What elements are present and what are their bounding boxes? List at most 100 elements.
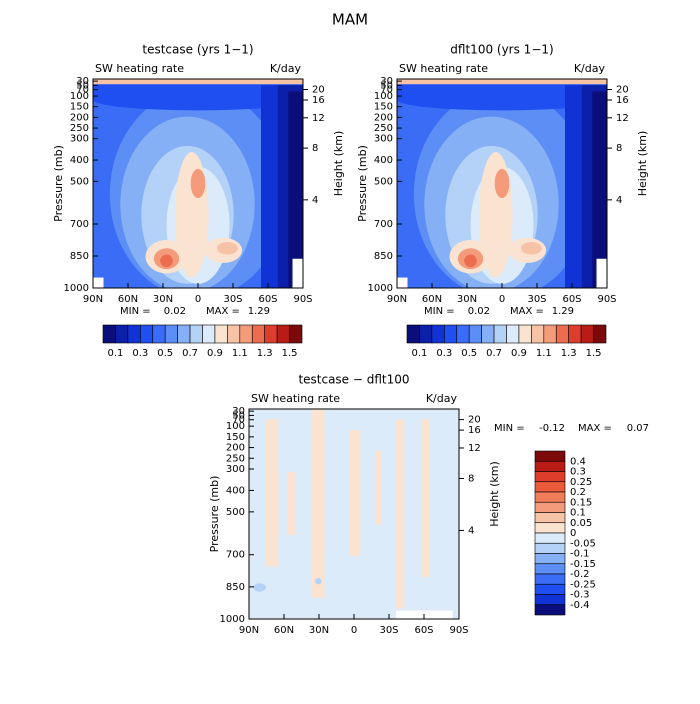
y2-tick-label: 12 bbox=[616, 113, 629, 124]
contour-region bbox=[375, 451, 382, 525]
colorbar-box bbox=[534, 512, 566, 524]
colorbar-box bbox=[227, 324, 241, 344]
y-tick-label: 50 bbox=[232, 410, 245, 421]
y-tick-label: 200 bbox=[374, 112, 393, 123]
y2-tick-label: 16 bbox=[468, 425, 481, 436]
y-tick-label: 100 bbox=[70, 91, 89, 102]
contour-region bbox=[397, 89, 607, 111]
left-string: SW heating rate bbox=[251, 392, 340, 405]
contour-region bbox=[93, 277, 104, 288]
x-tick-label: 0 bbox=[499, 294, 505, 305]
y-tick-label: 250 bbox=[226, 453, 245, 464]
contour-region bbox=[349, 430, 361, 556]
y-tick-label: 700 bbox=[226, 550, 245, 561]
colorbar-label: 0.4 bbox=[570, 456, 586, 467]
colorbar-box bbox=[555, 324, 569, 344]
y2-tick-label: 8 bbox=[468, 473, 474, 484]
colorbar-label: 0.3 bbox=[132, 348, 148, 359]
max-label: MAX = bbox=[578, 423, 612, 434]
min-value: -0.12 bbox=[539, 423, 565, 434]
contour-region bbox=[464, 254, 477, 268]
colorbar-box bbox=[444, 324, 458, 344]
right-string: K/day bbox=[270, 62, 302, 75]
contour-region bbox=[520, 242, 542, 255]
colorbar-box bbox=[140, 324, 154, 344]
contour-region bbox=[93, 79, 303, 85]
y-tick-label: 700 bbox=[70, 219, 89, 230]
contour-region bbox=[315, 578, 322, 585]
colorbar-label: 0.1 bbox=[411, 348, 427, 359]
colorbar-box bbox=[534, 553, 566, 565]
y-tick-label: 400 bbox=[226, 485, 245, 496]
colorbar-label: 0.1 bbox=[107, 348, 123, 359]
colorbar-box bbox=[289, 324, 303, 344]
colorbar-box bbox=[518, 324, 532, 344]
x-tick-label: 90S bbox=[597, 294, 616, 305]
min-label: MIN = bbox=[120, 306, 151, 317]
y-tick-label: 500 bbox=[374, 176, 393, 187]
y-tick-label: 50 bbox=[380, 80, 393, 91]
y2-tick-label: 20 bbox=[468, 415, 481, 426]
colorbar-box bbox=[264, 324, 278, 344]
y-tick-label: 300 bbox=[226, 464, 245, 475]
colorbar-box bbox=[568, 324, 582, 344]
left-string: SW heating rate bbox=[95, 62, 184, 75]
y-tick-label: 400 bbox=[374, 155, 393, 166]
panel-title: testcase (yrs 1−1) bbox=[142, 43, 253, 57]
right-string: K/day bbox=[574, 62, 606, 75]
colorbar-box bbox=[534, 491, 566, 503]
y2-tick-label: 16 bbox=[312, 95, 325, 106]
colorbar-box bbox=[202, 324, 216, 344]
max-label: MAX = bbox=[510, 306, 544, 317]
colorbar-box bbox=[239, 324, 253, 344]
colorbar-label: 0.3 bbox=[436, 348, 452, 359]
colorbar-label: 1.3 bbox=[257, 348, 273, 359]
y-tick-label: 200 bbox=[226, 443, 245, 454]
colorbar-label: 0.25 bbox=[570, 477, 592, 488]
colorbar-box bbox=[534, 460, 566, 472]
y-tick-label: 850 bbox=[226, 582, 245, 593]
y-tick-label: 700 bbox=[374, 219, 393, 230]
y2-tick-label: 8 bbox=[312, 143, 318, 154]
colorbar-label: 0.5 bbox=[157, 348, 173, 359]
panel-title: testcase − dflt100 bbox=[298, 373, 409, 387]
colorbar-box bbox=[534, 583, 566, 595]
panel-title: dflt100 (yrs 1−1) bbox=[450, 43, 553, 57]
min-value: 0.02 bbox=[164, 306, 186, 317]
x-tick-label: 90N bbox=[387, 294, 407, 305]
y-tick-label: 500 bbox=[70, 176, 89, 187]
x-tick-label: 60S bbox=[414, 625, 433, 636]
y2-axis-label: Height (km) bbox=[488, 461, 501, 527]
x-tick-label: 90S bbox=[449, 625, 468, 636]
y-tick-label: 1000 bbox=[64, 283, 89, 294]
contour-region bbox=[216, 242, 238, 255]
colorbar-box bbox=[481, 324, 495, 344]
colorbar-label: -0.4 bbox=[570, 600, 590, 611]
colorbar-box bbox=[127, 324, 141, 344]
left-string: SW heating rate bbox=[399, 62, 488, 75]
x-tick-label: 90N bbox=[239, 625, 259, 636]
y2-tick-label: 12 bbox=[312, 113, 325, 124]
colorbar-label: 1.5 bbox=[586, 348, 602, 359]
contour-region bbox=[421, 419, 430, 577]
y-tick-label: 250 bbox=[374, 123, 393, 134]
contour-region bbox=[160, 254, 173, 268]
y-tick-label: 150 bbox=[70, 102, 89, 113]
colorbar-box bbox=[534, 563, 566, 575]
x-tick-label: 30S bbox=[527, 294, 546, 305]
colorbar-label: 0.9 bbox=[511, 348, 527, 359]
y-tick-label: 300 bbox=[70, 134, 89, 145]
contour-region bbox=[494, 168, 510, 199]
colorbar-label: -0.25 bbox=[570, 579, 596, 590]
y-tick-label: 1000 bbox=[220, 614, 245, 625]
colorbar-label: -0.1 bbox=[570, 549, 590, 560]
y-tick-label: 1000 bbox=[368, 283, 393, 294]
x-tick-label: 30S bbox=[379, 625, 398, 636]
colorbar-box bbox=[177, 324, 191, 344]
y-axis-label: Pressure (mb) bbox=[356, 145, 369, 222]
y2-tick-label: 12 bbox=[468, 443, 481, 454]
colorbar-box bbox=[534, 522, 566, 534]
colorbar-box bbox=[543, 324, 557, 344]
colorbar-box bbox=[152, 324, 166, 344]
x-tick-label: 60N bbox=[422, 294, 442, 305]
